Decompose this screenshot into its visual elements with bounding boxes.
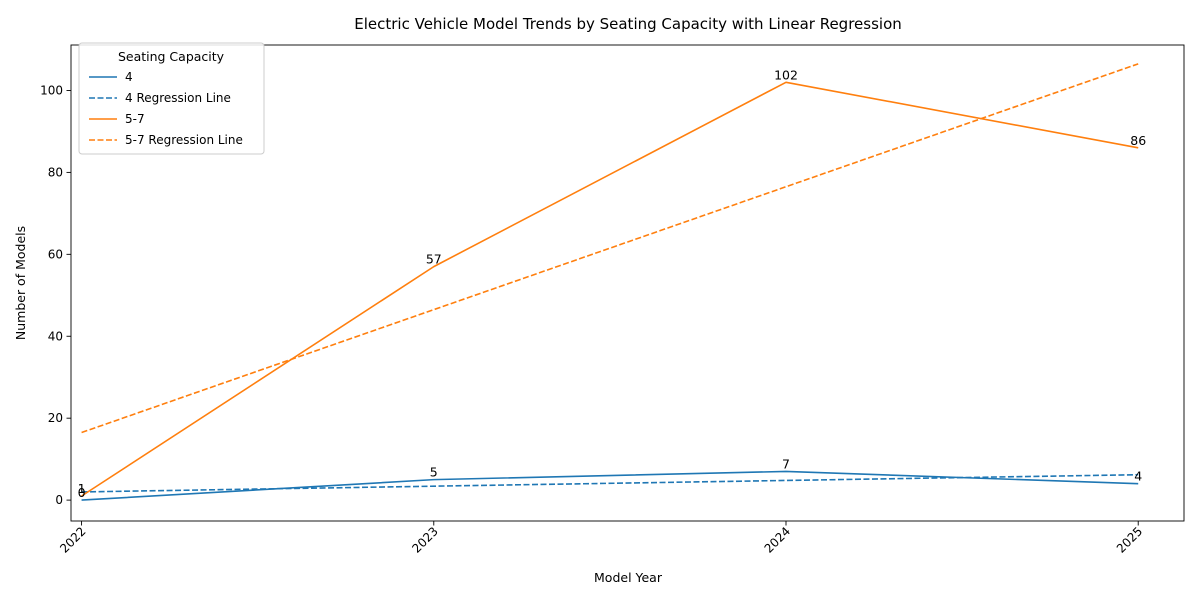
legend-entries: 4 4 Regression Line 5-7 5-7 Regression Line <box>89 70 243 147</box>
series-line-5-7 <box>81 81 1139 497</box>
series-layer <box>81 63 1139 501</box>
y-tick-label: 0 <box>55 493 63 507</box>
legend-label: 5-7 <box>125 112 145 126</box>
legend-title: Seating Capacity <box>118 49 225 64</box>
data-label: 57 <box>426 252 442 267</box>
data-label: 102 <box>774 67 798 82</box>
legend-label: 4 Regression Line <box>125 91 231 105</box>
legend-entry: 5-7 Regression Line <box>89 133 243 147</box>
legend: Seating Capacity 4 4 Regression Line 5-7 5-… <box>78 42 265 155</box>
x-axis-label: Model Year <box>594 570 663 585</box>
legend-entry: 4 <box>89 70 133 84</box>
data-label: 1 <box>78 481 86 496</box>
data-label: 86 <box>1130 133 1146 148</box>
data-label: 5 <box>430 465 438 480</box>
chart-title: Electric Vehicle Model Trends by Seating… <box>354 15 902 33</box>
legend-entry: 4 Regression Line <box>89 91 231 105</box>
data-label: 7 <box>782 456 790 471</box>
legend-entry: 5-7 <box>89 112 145 126</box>
y-axis-label: Number of Models <box>13 226 28 340</box>
y-tick-label: 40 <box>48 329 63 343</box>
y-tick-label: 20 <box>48 411 63 425</box>
data-label: 0 <box>78 485 86 500</box>
series-line-4 <box>81 470 1139 501</box>
y-tick-label: 100 <box>40 83 63 97</box>
y-tick-label: 60 <box>48 247 63 261</box>
y-tick-label: 80 <box>48 165 63 179</box>
plot-frame <box>70 44 1185 522</box>
y-axis: 0 20 40 60 80 100 <box>40 83 71 507</box>
legend-box <box>78 42 265 155</box>
legend-label: 4 <box>125 70 133 84</box>
data-label: 4 <box>1134 469 1142 484</box>
legend-label: 5-7 Regression Line <box>125 133 243 147</box>
